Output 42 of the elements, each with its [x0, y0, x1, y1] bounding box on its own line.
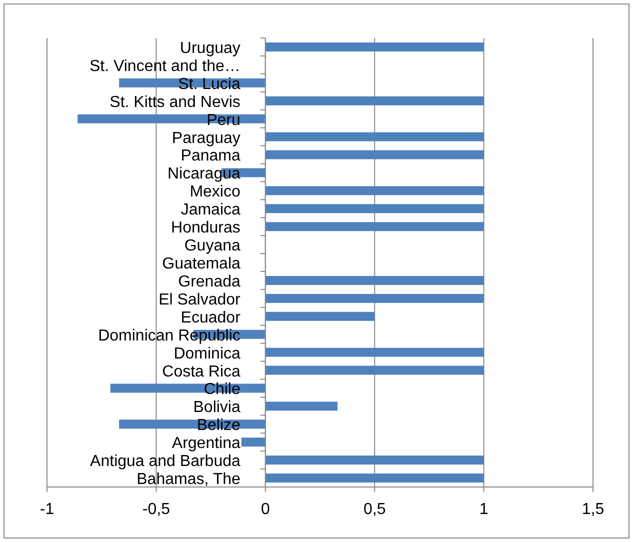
bar: [265, 276, 484, 285]
y-tick-label: St. Kitts and Nevis: [110, 94, 240, 111]
y-tick-label: Jamaica: [180, 202, 240, 219]
y-tick-label: Uruguay: [180, 40, 240, 57]
y-tick-label: Guatemala: [162, 256, 240, 272]
x-tick-label: -0,5: [142, 501, 170, 518]
bar: [265, 150, 484, 160]
x-tick-label: -1: [40, 501, 54, 518]
y-tick-label: Dominica: [174, 345, 240, 362]
y-tick-label: Guyana: [184, 238, 240, 255]
y-tick-label: Bolivia: [193, 399, 240, 416]
y-tick-label: Nicaragua: [167, 166, 240, 183]
bar: [241, 438, 266, 447]
y-tick-label: Mexico: [190, 184, 240, 201]
bar: [265, 366, 484, 375]
y-tick-label: Paraguay: [172, 130, 240, 147]
bar: [265, 204, 484, 214]
y-tick-label: El Salvador: [158, 291, 242, 308]
y-tick-label: Costa Rica: [162, 363, 240, 380]
y-tick-label: Argentina: [172, 435, 240, 452]
bar: [265, 348, 484, 357]
bar: [265, 456, 484, 465]
bar: [265, 312, 375, 321]
y-tick-label: Bahamas, The: [136, 471, 240, 488]
bar: [265, 42, 484, 52]
y-tick-label: Grenada: [178, 273, 240, 290]
x-tick-label: 0: [260, 501, 270, 518]
bar: [265, 222, 484, 232]
y-tick-label: Panama: [180, 148, 240, 165]
x-tick-label: 0,5: [363, 501, 386, 518]
bar: [265, 402, 338, 411]
y-tick-label: St. Vincent and the…: [89, 58, 240, 75]
y-tick-label: Honduras: [171, 220, 240, 237]
bar: [265, 132, 484, 142]
y-tick-label: Ecuador: [180, 309, 242, 326]
y-tick-label: Antigua and Barbuda: [90, 453, 240, 470]
bar: [265, 474, 484, 483]
bar: [265, 294, 484, 303]
x-tick-label: 1,5: [582, 501, 604, 518]
bar: [265, 96, 484, 106]
bar: [265, 186, 484, 196]
x-tick-label: 1: [479, 501, 488, 518]
